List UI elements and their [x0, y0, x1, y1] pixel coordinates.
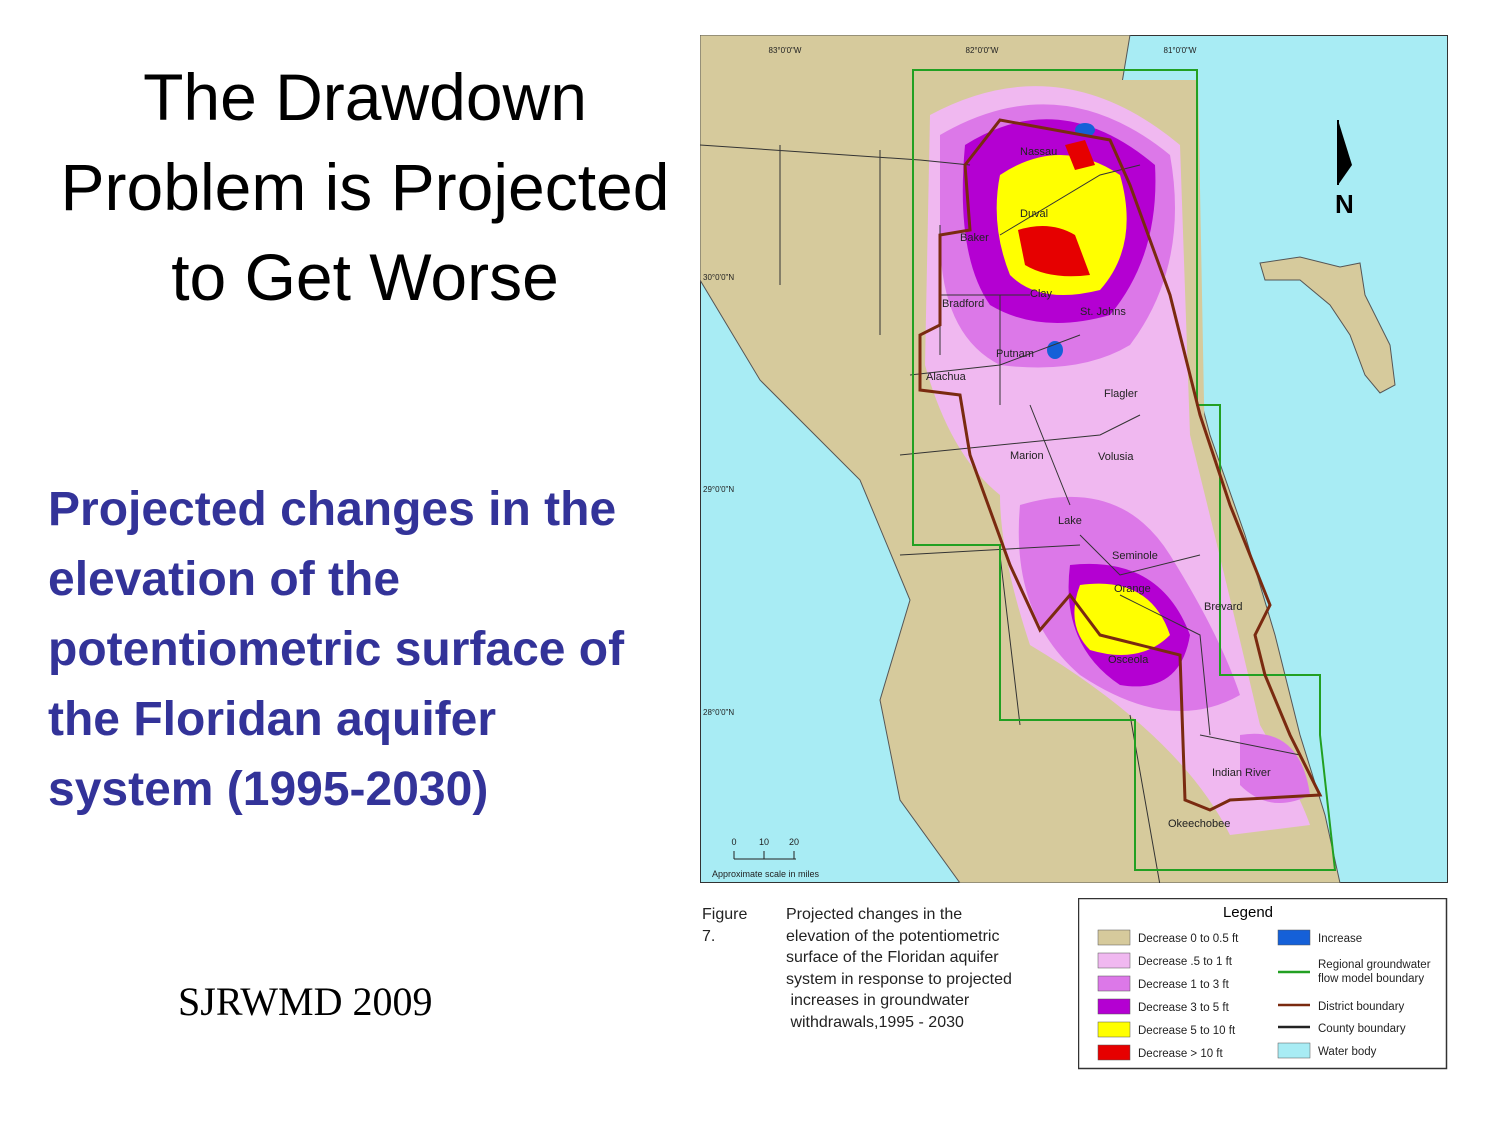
county-label: Marion: [1010, 450, 1044, 462]
longitude-label: 83°0'0"W: [769, 46, 802, 55]
caption-line: system in response to projected: [786, 970, 1012, 988]
county-label: Nassau: [1020, 146, 1057, 158]
latitude-label: 29°0'0"N: [703, 485, 734, 494]
legend-swatch: [1097, 929, 1131, 946]
legend-swatch: [1097, 998, 1131, 1015]
county-label: St. Johns: [1080, 306, 1126, 318]
zone-over-10: [1018, 140, 1095, 277]
legend-swatch: [1277, 1042, 1311, 1059]
legend-swatch: [1277, 929, 1311, 946]
legend-swatch: [1097, 1044, 1131, 1061]
county-label: Seminole: [1112, 550, 1158, 562]
legend-swatch: [1097, 975, 1131, 992]
north-label: N: [1335, 189, 1354, 219]
legend-label: Water body: [1318, 1046, 1377, 1058]
county-label: Clay: [1030, 288, 1053, 300]
legend-label: Decrease 0 to 0.5 ft: [1138, 933, 1239, 945]
legend-swatch: [1097, 952, 1131, 969]
legend-label: Decrease .5 to 1 ft: [1138, 956, 1233, 968]
zone-5-10: [996, 155, 1170, 655]
legend-frame: [1078, 898, 1448, 1070]
model-boundary: [912, 69, 1337, 871]
district-boundary: [918, 118, 1323, 812]
county-label: Duval: [1020, 208, 1048, 220]
county-label: Alachua: [926, 371, 967, 383]
latitude-label: 30°0'0"N: [703, 273, 734, 282]
county-label: Volusia: [1098, 451, 1134, 463]
latitude-label: 28°0'0"N: [703, 708, 734, 717]
legend-label: District boundary: [1318, 1001, 1405, 1013]
caption-line: elevation of the potentiometric: [786, 927, 1000, 945]
county-label: Putnam: [996, 348, 1034, 360]
scale-tick-label: 0: [731, 837, 736, 847]
county-label: Osceola: [1108, 654, 1149, 666]
slide-title: The Drawdown Problem is Projected to Get…: [60, 60, 670, 314]
county-label: Baker: [960, 232, 989, 244]
legend-label: flow model boundary: [1318, 973, 1424, 985]
zone-increase: [1047, 341, 1063, 359]
county-label: Brevard: [1204, 601, 1243, 613]
county-label: Indian River: [1212, 767, 1271, 779]
legend-label: Decrease 5 to 10 ft: [1138, 1025, 1236, 1037]
map: N Approximate scale in miles 83°0'0"W 82°…: [700, 35, 1448, 883]
scale-tick-label: 10: [759, 837, 769, 847]
longitude-label: 82°0'0"W: [966, 46, 999, 55]
county-label: Lake: [1058, 515, 1082, 527]
north-arrow: [1337, 120, 1352, 185]
caption-line: withdrawals,1995 - 2030: [786, 1013, 964, 1031]
caption-line: Projected changes in the: [786, 906, 963, 923]
scale-label: Approximate scale in miles: [712, 869, 820, 879]
county-label: Flagler: [1104, 388, 1138, 400]
figure-label: Figure 7.: [702, 906, 748, 945]
florida-inset: [1259, 256, 1396, 394]
legend-label: Decrease > 10 ft: [1138, 1048, 1224, 1060]
caption-lines: Projected changes in the elevation of the…: [786, 904, 1012, 1033]
legend-label: County boundary: [1318, 1023, 1406, 1035]
legend-label: Regional groundwater: [1318, 959, 1431, 971]
caption-line: surface of the Floridan aquifer: [786, 949, 999, 966]
slide-subtitle: Projected changes in the elevation of th…: [48, 483, 625, 816]
legend-label: Increase: [1318, 933, 1362, 945]
county-label: Bradford: [942, 298, 984, 310]
legend-swatch: [1097, 1021, 1131, 1038]
scale-tick-label: 20: [789, 837, 799, 847]
source: SJRWMD 2009: [178, 979, 433, 1024]
longitude-label: 81°0'0"W: [1164, 46, 1197, 55]
legend-label: Decrease 1 to 3 ft: [1138, 979, 1230, 991]
legend: Legend Decrease 0 to 0.5 ft Decrease .5 t…: [1078, 898, 1448, 1070]
legend-label: Decrease 3 to 5 ft: [1138, 1002, 1230, 1014]
county-label: Okeechobee: [1168, 818, 1230, 830]
county-label: Orange: [1114, 583, 1151, 595]
legend-title: Legend: [1223, 904, 1273, 921]
caption-line: increases in groundwater: [786, 992, 970, 1009]
